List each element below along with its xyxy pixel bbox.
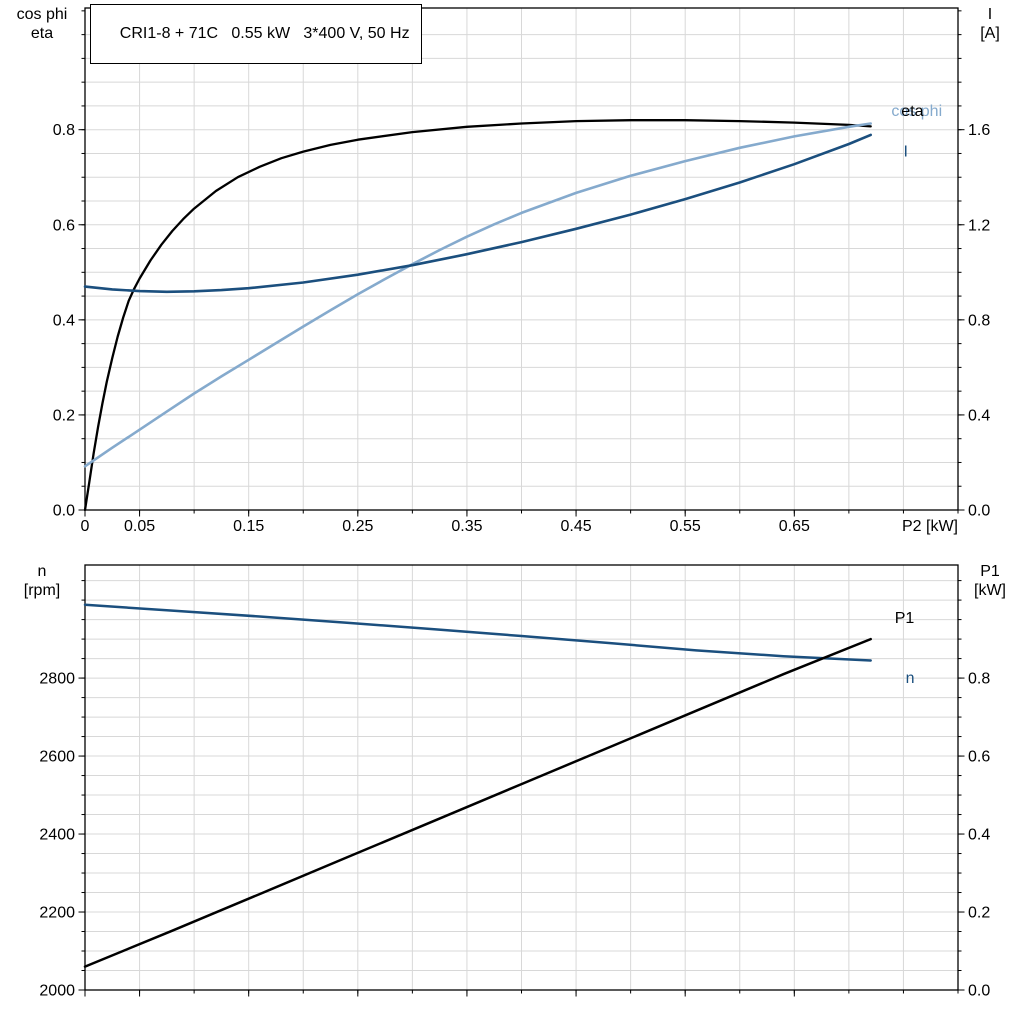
x-tick-label: 0.25 [342,518,373,535]
curve-label-eta: eta [901,103,923,120]
curve-label-P1: P1 [895,610,915,627]
left-tick-label: 2000 [39,983,75,1000]
right-tick-label: 1.2 [968,217,990,234]
series-P1-curve [83,637,872,968]
right-tick-label: 0.2 [968,905,990,922]
axis-title-p1: P1 [980,563,1000,580]
x-tick-label: 0.65 [779,518,810,535]
curve-label-cos-phi: cos phi [891,103,942,120]
x-tick-label: 0 [81,518,90,535]
x-tick-label: 0.45 [560,518,591,535]
x-axis-unit-label: P2 [kW] [902,518,958,535]
right-tick-label: 0.0 [968,503,990,520]
gridlines [85,8,958,510]
left-tick-label: 0.0 [53,503,75,520]
series-cos-phi-curve [83,122,872,468]
left-tick-label: 2200 [39,905,75,922]
right-tick-label: 0.0 [968,983,990,1000]
chart-title-text: CRI1-8 + 71C 0.55 kW 3*400 V, 50 Hz [119,25,410,42]
bottom-chart-left-axis-title: n [rpm] [0,562,84,600]
right-tick-label: 0.8 [968,312,990,329]
right-tick-label: 0.4 [968,407,990,424]
axis-title-current-unit: [A] [980,25,1000,42]
axis-ticks [78,580,965,997]
left-tick-label: 0.6 [53,217,75,234]
tick-labels: 2000 2200 2400 2600 2800 0.0 0.2 0.4 0.6 0.8 [39,671,990,1000]
gridlines [85,565,958,990]
right-tick-label: 1.6 [968,122,990,139]
axis-title-p1-unit: [kW] [974,582,1006,599]
left-tick-label: 0.2 [53,407,75,424]
axis-title-speed: n [37,563,47,580]
axis-title-cos-phi: cos phi [16,6,68,23]
x-tick-label: 0.05 [124,518,155,535]
series-I-curve [83,133,872,294]
x-tick-label: 0.55 [670,518,701,535]
bottom-chart-right-axis-title: P1 [kW] [958,562,1022,600]
tick-labels: 0 0.05 0.15 0.25 0.35 0.45 0.55 0.65 P2 [kW] 0.0 0… [53,122,991,535]
right-tick-label: 0.4 [968,827,990,844]
left-tick-label: 0.8 [53,122,75,139]
series-eta-curve [83,119,872,512]
curve-label-n: n [906,670,915,687]
left-tick-label: 2800 [39,671,75,688]
right-tick-label: 0.6 [968,749,990,766]
left-tick-label: 0.4 [53,312,75,329]
series-n-curve [83,603,872,662]
x-tick-label: 0.35 [451,518,482,535]
left-tick-label: 2600 [39,749,75,766]
x-tick-label: 0.15 [233,518,264,535]
chart-title-box: CRI1-8 + 71C 0.55 kW 3*400 V, 50 Hz [90,4,422,64]
top-chart-left-axis-title: cos phi eta [0,5,84,43]
axis-title-current: I [987,6,993,23]
left-tick-label: 2400 [39,827,75,844]
chart-0: 0 0.05 0.15 0.25 0.35 0.45 0.55 0.65 P2 [kW] 0.0 0… [53,7,991,535]
top-chart-right-axis-title: I [A] [960,5,1020,43]
curve-label-I: I [903,144,907,161]
axis-title-eta: eta [30,25,54,42]
chart-1: 2000 2200 2400 2600 2800 0.0 0.2 0.4 0.6 0.8 P1 n [39,564,990,1000]
axis-title-speed-unit: [rpm] [23,582,61,599]
right-tick-label: 0.8 [968,671,990,688]
